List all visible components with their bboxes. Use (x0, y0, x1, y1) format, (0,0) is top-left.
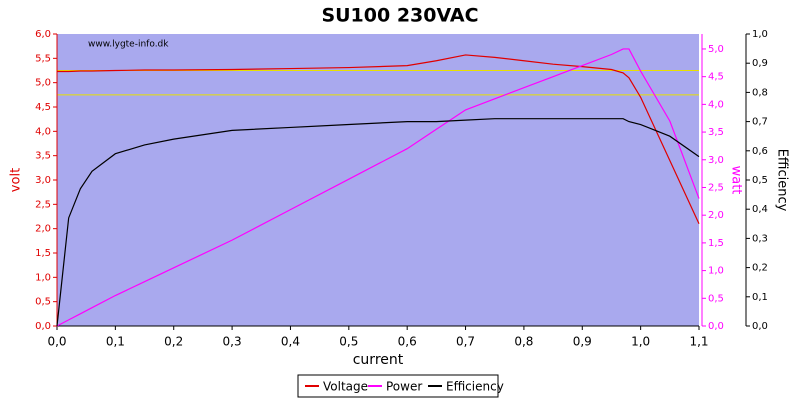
y2-tick-label: 4,0 (708, 99, 724, 110)
y-tick-label: 2,5 (35, 199, 51, 210)
y3-tick-label: 0,4 (752, 204, 768, 215)
y-tick-label: 5,0 (35, 78, 51, 89)
y3-tick-label: 0,9 (752, 58, 768, 69)
y2-tick-label: 5,0 (708, 44, 724, 55)
legend (297, 374, 499, 398)
x-axis-title: current (353, 352, 404, 368)
y2-tick-label: 2,0 (708, 210, 724, 221)
y3-tick-label: 0,2 (752, 263, 768, 274)
y3-tick-label: 0,0 (752, 321, 768, 332)
y-tick-label: 4,0 (35, 126, 51, 137)
y-tick-label: 1,0 (35, 272, 51, 283)
y-tick-label: 4,5 (35, 102, 51, 113)
y2-tick-label: 1,5 (708, 238, 724, 249)
y2-tick-label: 0,5 (708, 293, 724, 304)
y3-axis-title: Efficiency (775, 149, 790, 212)
y2-tick-label: 0,0 (708, 321, 724, 332)
y-tick-label: 3,0 (35, 175, 51, 186)
x-tick-label: 0,1 (106, 335, 125, 349)
x-tick-label: 0,6 (398, 335, 417, 349)
y3-tick-label: 0,6 (752, 146, 768, 157)
line-series (56, 48, 700, 327)
y-tick-label: 3,5 (35, 151, 51, 162)
y-tick-label: 0,0 (35, 321, 51, 332)
x-tick-label: 1,0 (631, 335, 650, 349)
y3-tick-label: 0,1 (752, 292, 768, 303)
y2-tick-label: 3,5 (708, 127, 724, 138)
y3-tick-label: 0,8 (752, 87, 768, 98)
y2-tick-label: 4,5 (708, 72, 724, 83)
x-tick-label: 0,4 (281, 335, 300, 349)
chart-title: SU100 230VAC (321, 5, 478, 27)
line-series (57, 54, 700, 225)
y3-tick-label: 0,7 (752, 117, 768, 128)
y2-tick-label: 3,0 (708, 155, 724, 166)
y-axis-title: volt (9, 168, 24, 192)
y-tick-label: 6,0 (35, 29, 51, 40)
x-tick-label: 0,2 (164, 335, 183, 349)
plot-area (57, 34, 699, 326)
watermark: www.lygte-info.dk (88, 40, 169, 50)
y2-tick-label: 1,0 (708, 266, 724, 277)
legend-label: Power (386, 380, 422, 394)
y-tick-label: 2,0 (35, 224, 51, 235)
y-tick-label: 1,5 (35, 248, 51, 259)
y2-tick-label: 2,5 (708, 182, 724, 193)
x-tick-label: 0,9 (573, 335, 592, 349)
y-tick-label: 0,5 (35, 297, 51, 308)
y3-tick-label: 1,0 (752, 29, 768, 40)
y-tick-label: 5,5 (35, 53, 51, 64)
x-tick-label: 1,1 (689, 335, 708, 349)
x-tick-label: 0,0 (47, 335, 66, 349)
legend-label: Efficiency (446, 380, 504, 394)
legend-label: Voltage (323, 380, 368, 394)
x-tick-label: 0,5 (339, 335, 358, 349)
x-tick-label: 0,7 (456, 335, 475, 349)
y3-tick-label: 0,5 (752, 175, 768, 186)
x-tick-label: 0,8 (514, 335, 533, 349)
y3-tick-label: 0,3 (752, 233, 768, 244)
x-tick-label: 0,3 (223, 335, 242, 349)
y2-axis-title: watt (729, 166, 744, 195)
line-series (56, 118, 700, 327)
